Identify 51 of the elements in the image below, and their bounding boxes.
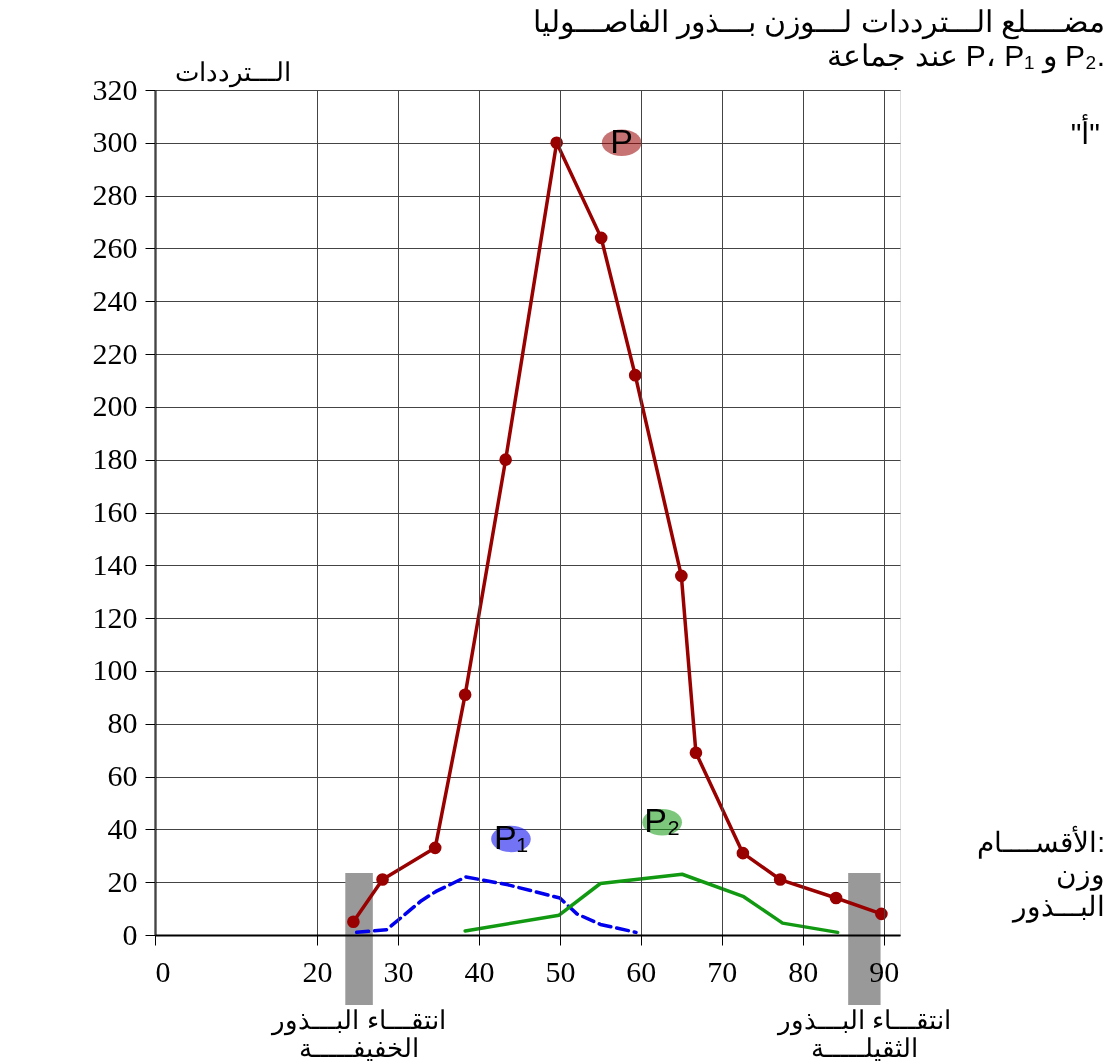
point xyxy=(347,915,360,929)
x-tick-label: 60 xyxy=(626,954,657,988)
point xyxy=(736,846,750,860)
point xyxy=(829,891,843,905)
x-tick-label: 40 xyxy=(464,954,495,988)
y-tick-label: 60 xyxy=(107,759,138,793)
y-tick-label: 160 xyxy=(92,495,138,528)
x-tick-label: 20 xyxy=(302,954,333,988)
line-series xyxy=(354,875,638,935)
point xyxy=(550,136,563,150)
y-tick-label: 300 xyxy=(92,125,138,159)
y-tick-label: 80 xyxy=(107,706,138,740)
point xyxy=(376,873,389,886)
point xyxy=(428,841,442,855)
point xyxy=(628,368,642,382)
x-tick-label: 90 xyxy=(869,954,900,988)
x-axis-title: الأقســــام: وزن البـــذور xyxy=(977,825,1105,923)
series-label: P₂ xyxy=(644,801,681,840)
y-tick-label: 20 xyxy=(107,864,138,898)
y-tick-label: 140 xyxy=(92,547,138,581)
y-tick-label: 220 xyxy=(92,336,138,370)
point xyxy=(875,907,888,921)
y-tick-label: 240 xyxy=(92,283,138,317)
y-tick-label: 200 xyxy=(92,389,138,423)
band-label: انتقـــاء البـــذور الخفيفـــــة xyxy=(270,1005,446,1063)
x-tick-label: 0 xyxy=(155,954,171,988)
y-tick-label: 320 xyxy=(92,72,138,106)
point xyxy=(675,569,688,583)
y-tick-label: 120 xyxy=(92,600,138,634)
y-tick-label: 260 xyxy=(92,230,138,264)
series-label: P xyxy=(610,121,633,160)
point xyxy=(458,688,472,702)
series-label: P₁ xyxy=(493,817,529,856)
point xyxy=(499,453,512,466)
chart-title: مضــــلع الـــترددات لـــوزن بـــذور الفاصـــوليا عند جماعة P، P₁ و P₂. xyxy=(532,5,1105,74)
y-tick-label: 40 xyxy=(107,811,138,845)
y-tick-label: 180 xyxy=(92,442,138,476)
x-tick-label: 50 xyxy=(545,954,576,988)
y-tick-label: 0 xyxy=(122,917,138,951)
x-tick-label: 30 xyxy=(383,954,414,988)
y-tick-label: 280 xyxy=(92,178,138,212)
x-tick-label: 70 xyxy=(707,954,738,988)
point xyxy=(689,746,703,760)
band-label: انتقـــاء البـــذور الثقيلـــــة xyxy=(775,1005,951,1063)
x-tick-label: 80 xyxy=(788,954,819,988)
text: "أ" xyxy=(1070,114,1100,150)
y-axis-title: الـــترددات xyxy=(175,57,291,88)
y-tick-label: 100 xyxy=(92,653,138,687)
point xyxy=(594,231,608,245)
line-series xyxy=(463,872,840,935)
point xyxy=(773,873,787,886)
